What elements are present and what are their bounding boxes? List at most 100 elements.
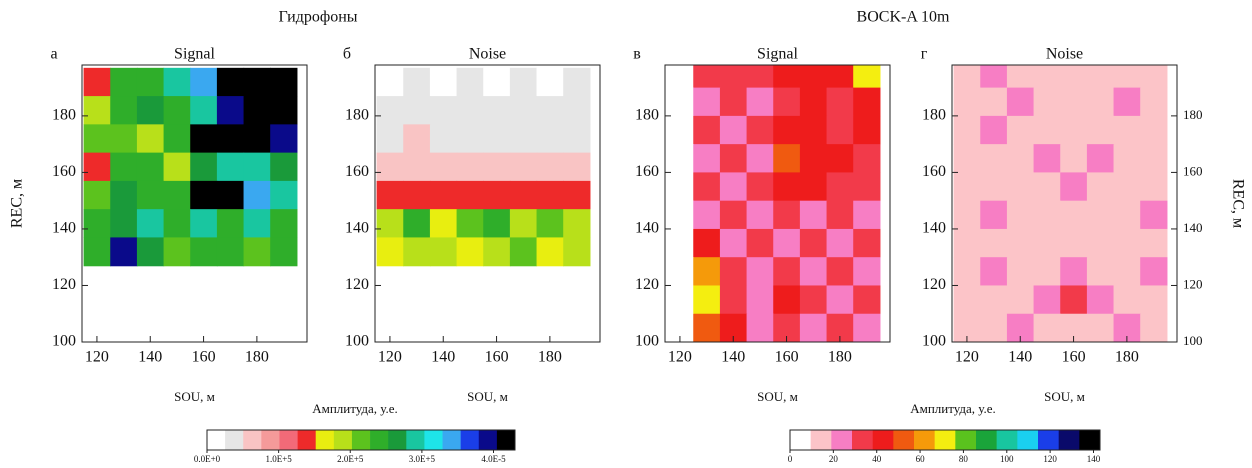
colorbar-swatch (934, 430, 956, 450)
heatmap-cell (953, 65, 981, 89)
heatmap-cell (773, 228, 801, 258)
heatmap-cell (429, 180, 458, 210)
heatmap-cell (456, 180, 484, 210)
heatmap-cell (666, 257, 694, 287)
colorbar-swatch (370, 430, 389, 450)
heatmap-cell (953, 228, 981, 258)
heatmap-cell (1140, 228, 1168, 258)
y2-tick-label: 180 (1183, 107, 1203, 122)
heatmap-cell (483, 209, 511, 239)
heatmap-cell (243, 67, 271, 97)
y-tick-label: 100 (635, 333, 659, 350)
heatmap-cell (509, 124, 538, 154)
plot-frame (664, 64, 891, 343)
heatmap-cell (163, 96, 191, 125)
heatmap-cell (563, 67, 591, 97)
panel-title: Signal (174, 46, 215, 63)
heatmap-cell (746, 228, 774, 258)
heatmap-cell (746, 257, 774, 287)
heatmap-cell (826, 228, 854, 258)
y-tick-label: 140 (345, 220, 369, 237)
heatmap-cell (1086, 115, 1115, 145)
heatmap-cell (980, 65, 1008, 89)
y-tick-label: 160 (52, 163, 76, 180)
heatmap-cell (853, 65, 881, 89)
heatmap-cell (376, 124, 404, 154)
heatmap-cell (136, 67, 165, 97)
x-tick-label: 140 (431, 349, 455, 366)
heatmap-cell (509, 96, 538, 125)
colorbar-swatch (478, 430, 498, 450)
panel-title: Signal (757, 46, 798, 63)
heatmap-cell (1140, 200, 1168, 230)
heatmap-cell (270, 209, 298, 239)
heatmap-cell (1060, 228, 1088, 258)
heatmap-cell (1033, 87, 1061, 117)
heatmap-cell (853, 115, 881, 145)
heatmap-cell (719, 285, 748, 315)
heatmap-cell (719, 115, 748, 145)
heatmap-cell (270, 124, 298, 154)
heatmap-cell (1086, 172, 1115, 202)
y-tick-label: 160 (922, 163, 946, 180)
heatmap-cell (190, 96, 218, 125)
heatmap-cell (799, 257, 828, 287)
y-tick-label: 180 (922, 107, 946, 124)
heatmap-cell (953, 115, 981, 145)
heatmap-cell (163, 237, 191, 267)
heatmap-cell (456, 152, 484, 182)
heatmap-cell (1033, 115, 1061, 145)
heatmap-cell (83, 237, 111, 267)
heatmap-cell (1086, 285, 1115, 315)
y-tick-label: 180 (635, 107, 659, 124)
heatmap-cell (1006, 144, 1035, 174)
heatmap-cell (1113, 65, 1141, 89)
colorbar-swatch (460, 430, 480, 450)
heatmap-cell (136, 96, 165, 125)
heatmap-cell (1086, 228, 1115, 258)
heatmap-cell (1006, 65, 1035, 89)
colorbar-swatch (406, 430, 425, 450)
heatmap-cell (509, 209, 538, 239)
colorbar-swatch (1017, 430, 1039, 450)
heatmap-cell (110, 152, 138, 182)
x-axis-label: SOU, м (174, 389, 215, 404)
heatmap-cell (216, 180, 245, 210)
heatmap-cell (456, 237, 484, 267)
heatmap-cell (773, 200, 801, 230)
heatmap-cell (1060, 115, 1088, 145)
x-tick-label: 140 (138, 349, 162, 366)
heatmap-cell (1033, 172, 1061, 202)
x-tick-label: 120 (668, 349, 692, 366)
heatmap-cell (163, 180, 191, 210)
heatmap-cell (826, 285, 854, 315)
heatmap-cell (163, 67, 191, 97)
panel-letter: в (633, 46, 641, 63)
heatmap-cell (270, 152, 298, 182)
heatmap-cell (980, 313, 1008, 342)
heatmap-cell (403, 124, 431, 154)
plot-frame (81, 64, 308, 343)
x-axis-label: SOU, м (757, 389, 798, 404)
heatmap-cell (1113, 200, 1141, 230)
x-axis-label: SOU, м (1044, 389, 1085, 404)
heatmap-cell (799, 87, 828, 117)
heatmap-cell (773, 172, 801, 202)
heatmap-cell (693, 65, 721, 89)
colorbar-tick-label: 100 (1000, 454, 1014, 464)
y2-tick-label: 140 (1183, 220, 1203, 235)
heatmap-cell (1086, 65, 1115, 89)
heatmap-cell (1033, 65, 1061, 89)
heatmap-cell (719, 172, 748, 202)
heatmap-cell (693, 257, 721, 287)
heatmap-cell (746, 65, 774, 89)
heatmap-cell (536, 96, 564, 125)
heatmap-cell (693, 228, 721, 258)
heatmap-cell (853, 228, 881, 258)
heatmap-cell (1086, 200, 1115, 230)
heatmap-cell (666, 87, 694, 117)
x-tick-label: 160 (1062, 349, 1086, 366)
x-tick-label: 160 (775, 349, 799, 366)
heatmap-cell (773, 144, 801, 174)
colorbar-swatch (810, 430, 832, 450)
